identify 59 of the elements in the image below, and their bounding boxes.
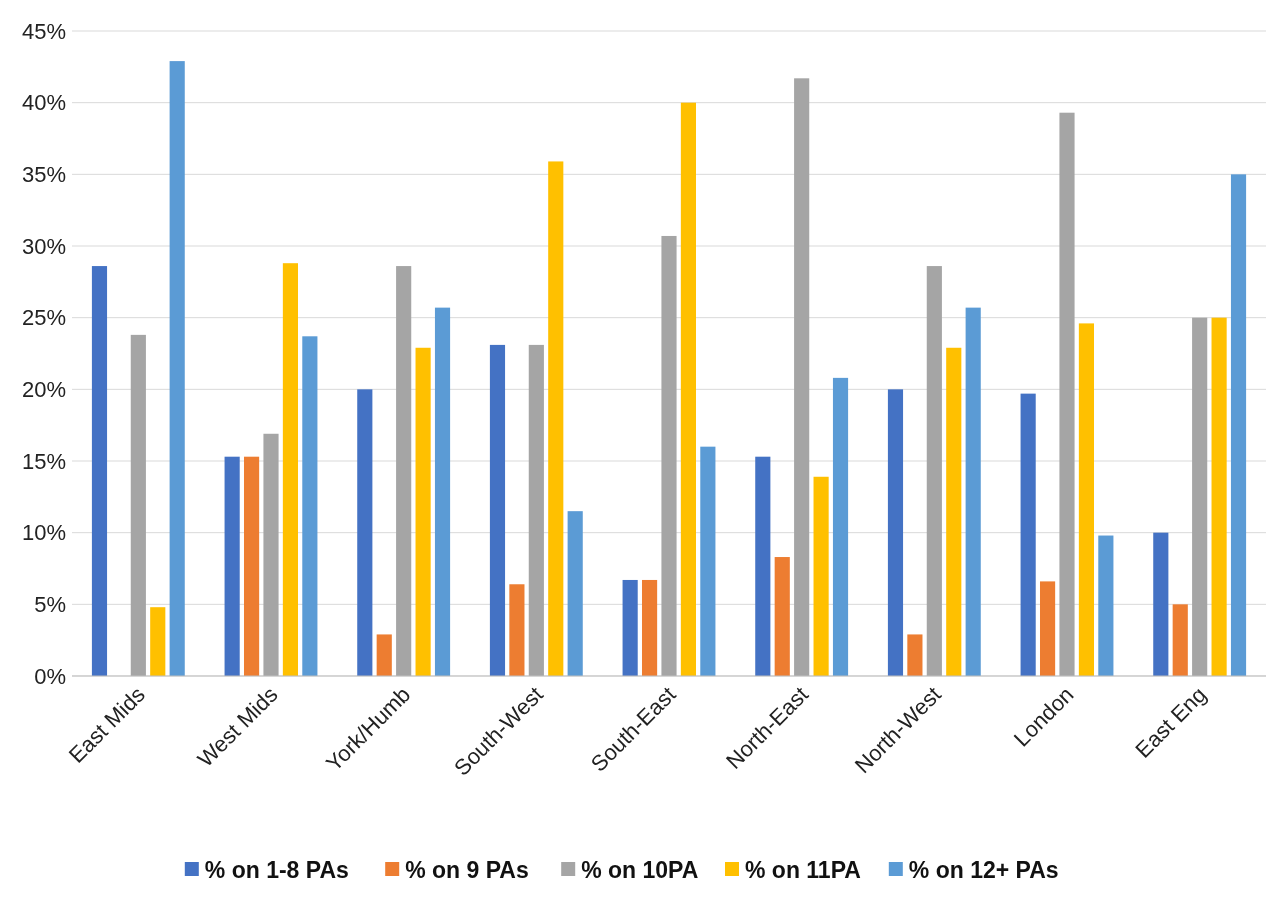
bar bbox=[1059, 112, 1075, 676]
legend-label: % on 11PA bbox=[745, 857, 861, 884]
y-tick-label: 25% bbox=[21, 305, 66, 331]
bar bbox=[282, 263, 299, 676]
y-tick-label: 5% bbox=[34, 592, 66, 618]
bar bbox=[887, 389, 904, 676]
bar bbox=[1211, 317, 1227, 676]
bar bbox=[907, 634, 923, 676]
bar bbox=[1039, 581, 1056, 676]
bar bbox=[680, 102, 697, 676]
bar bbox=[357, 389, 373, 676]
bar bbox=[622, 579, 638, 676]
bar bbox=[661, 235, 677, 676]
bar bbox=[832, 377, 849, 676]
bar bbox=[946, 347, 962, 676]
bar bbox=[774, 557, 790, 676]
bar bbox=[302, 336, 318, 676]
bar bbox=[548, 161, 564, 676]
bar bbox=[813, 476, 829, 676]
bar bbox=[263, 433, 279, 676]
y-tick-label: 15% bbox=[21, 448, 66, 474]
bar bbox=[700, 446, 716, 676]
bar bbox=[755, 456, 771, 676]
y-tick-label: 35% bbox=[21, 162, 66, 188]
y-tick-label: 30% bbox=[21, 233, 66, 259]
y-tick-label: 10% bbox=[21, 520, 66, 546]
bar bbox=[415, 347, 431, 676]
bar bbox=[224, 456, 240, 676]
bar bbox=[1192, 317, 1208, 676]
bar bbox=[130, 334, 146, 676]
bar bbox=[509, 584, 525, 676]
bar bbox=[489, 344, 506, 676]
legend-label: % on 9 PAs bbox=[405, 857, 529, 884]
bar bbox=[169, 61, 185, 676]
bar bbox=[528, 344, 544, 676]
bar bbox=[1230, 174, 1247, 676]
bar bbox=[642, 579, 658, 676]
bar bbox=[434, 307, 451, 676]
bar bbox=[1098, 535, 1114, 676]
legend-label: % on 10PA bbox=[581, 857, 699, 884]
bar bbox=[965, 307, 981, 676]
bar bbox=[794, 78, 810, 676]
legend-label: % on 1-8 PAs bbox=[204, 857, 349, 884]
bar bbox=[1020, 393, 1036, 676]
legend-label: % on 12+ PAs bbox=[908, 857, 1059, 884]
bar bbox=[91, 266, 108, 676]
bar bbox=[567, 511, 583, 676]
y-tick-label: 20% bbox=[21, 377, 66, 403]
bar bbox=[1153, 532, 1169, 676]
bar bbox=[376, 634, 392, 676]
bar bbox=[1172, 604, 1188, 676]
bar bbox=[1078, 323, 1094, 676]
bar bbox=[926, 266, 942, 676]
y-tick-label: 45% bbox=[21, 18, 66, 44]
bar bbox=[396, 266, 412, 676]
bar bbox=[150, 607, 166, 676]
bar bbox=[244, 456, 260, 676]
y-tick-label: 40% bbox=[21, 90, 66, 116]
y-tick-label: 0% bbox=[34, 663, 66, 689]
